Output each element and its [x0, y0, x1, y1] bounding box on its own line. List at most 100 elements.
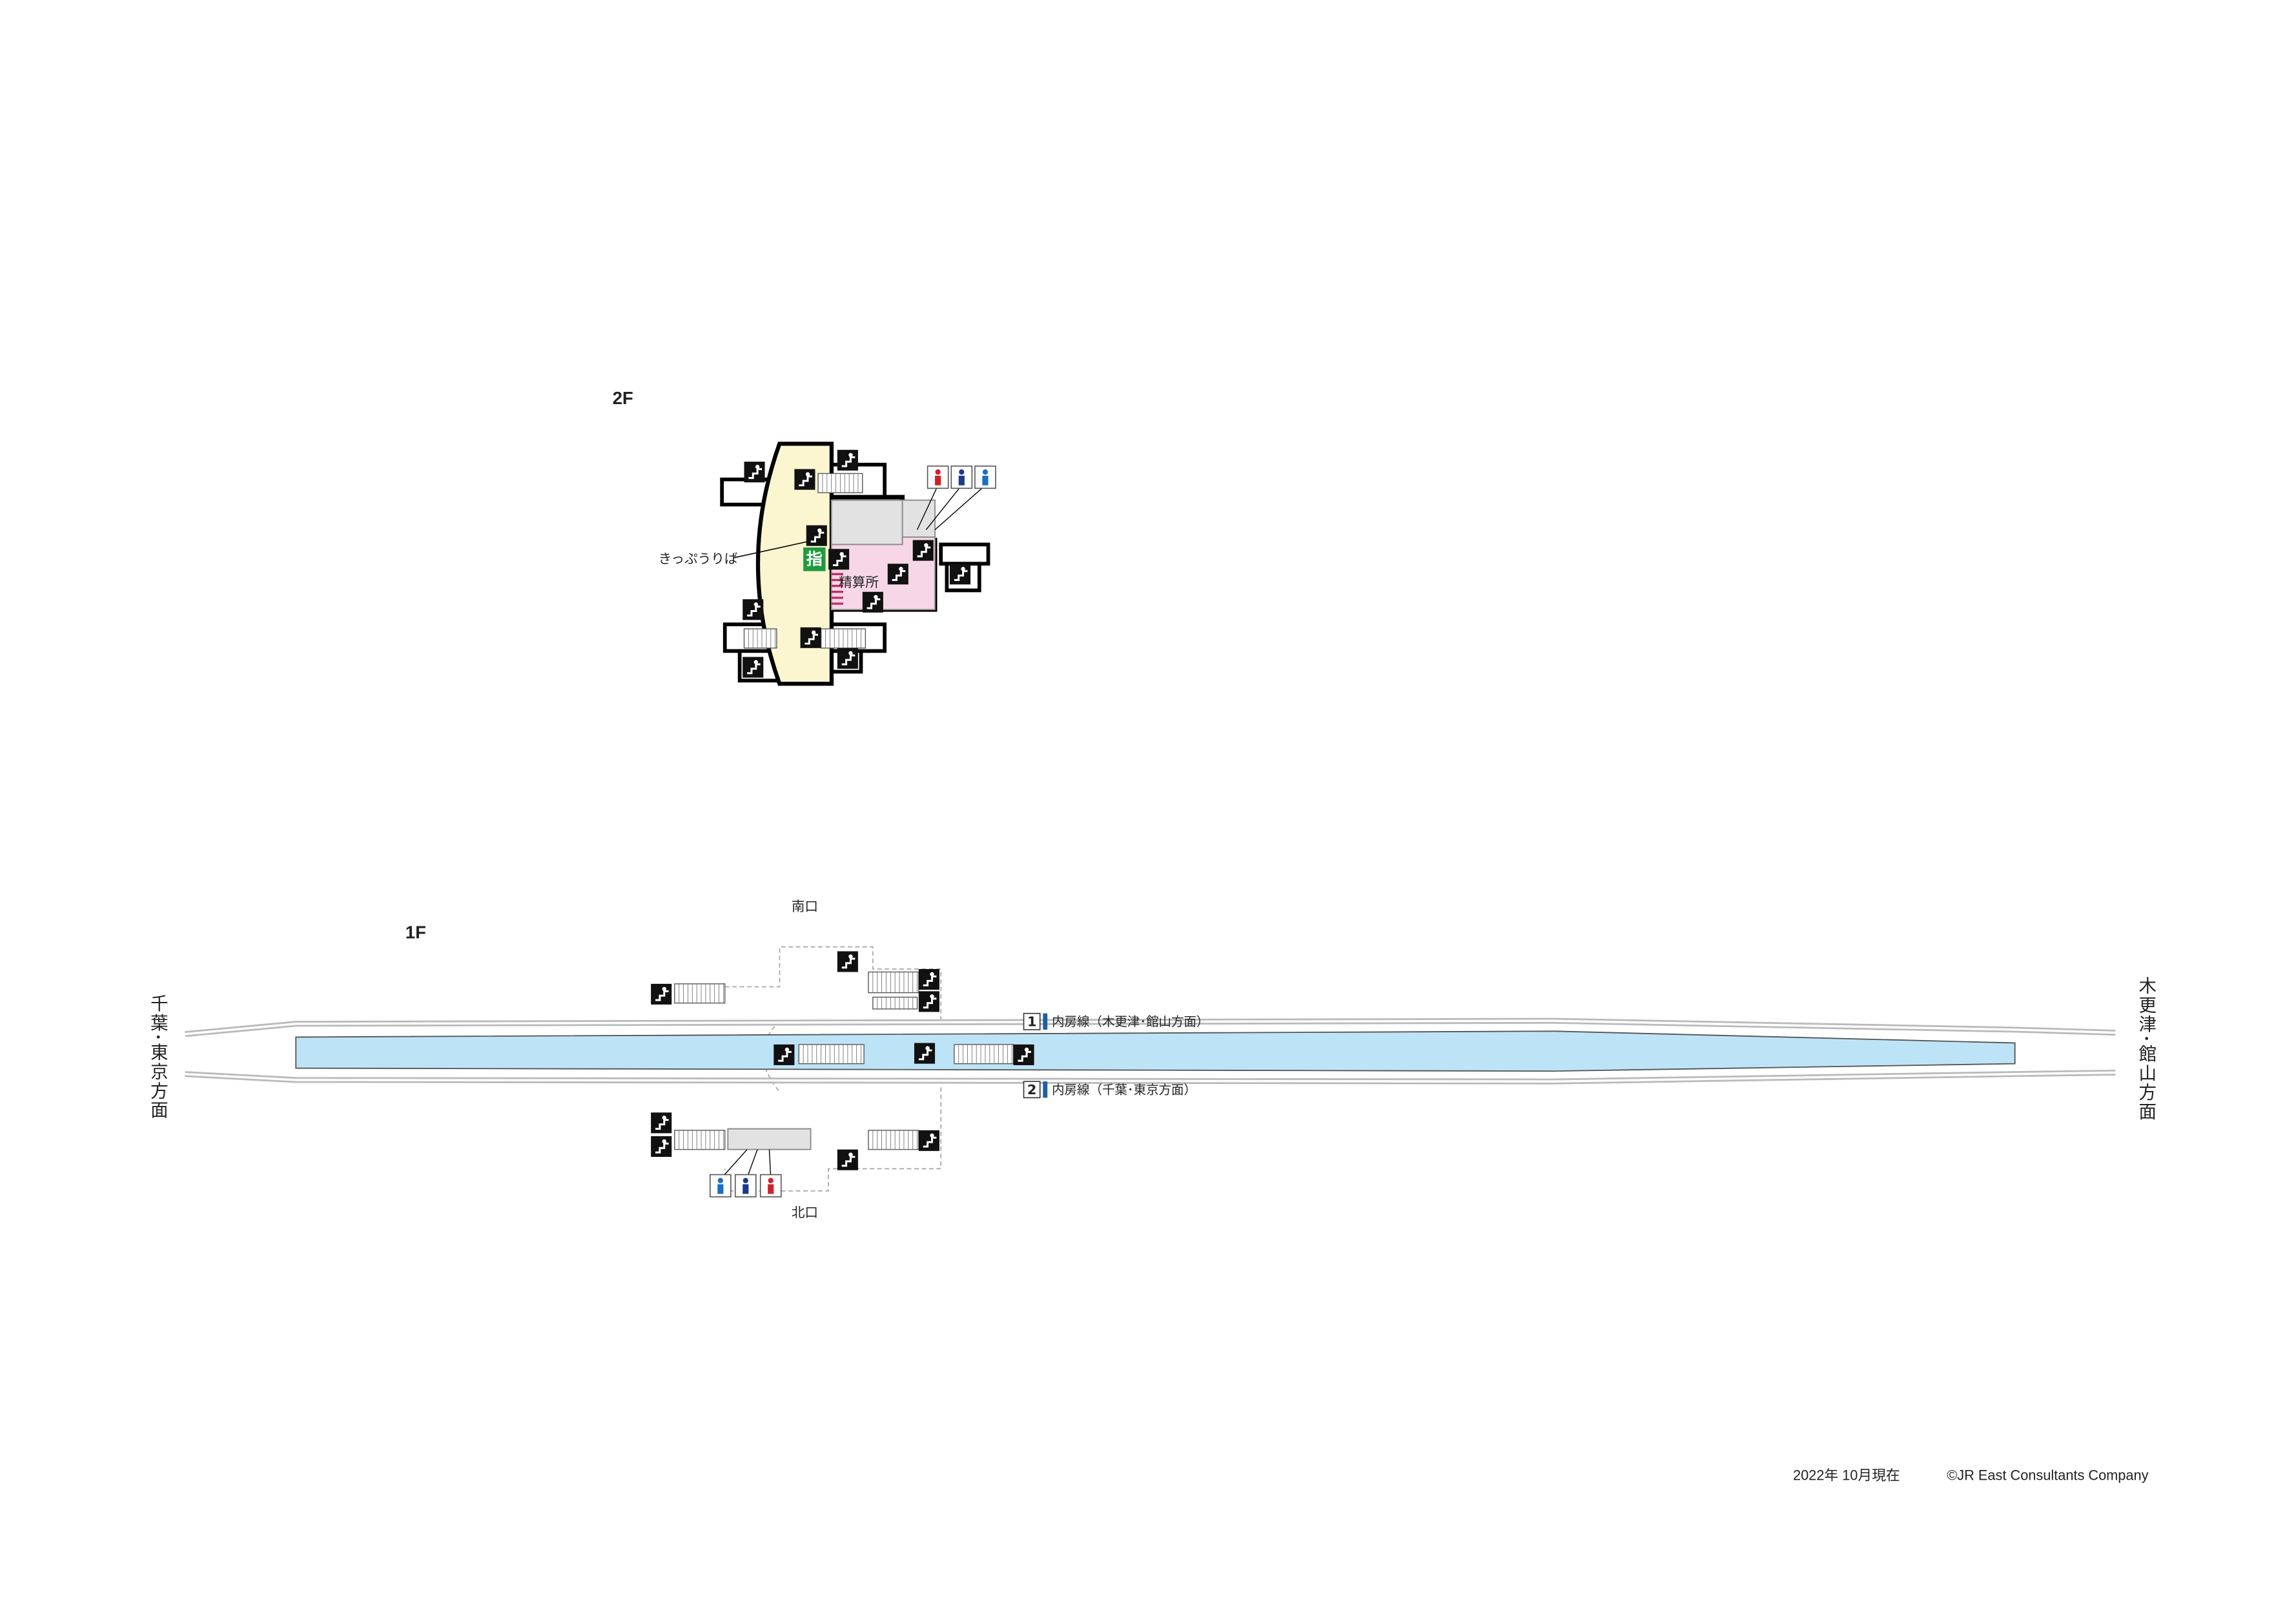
paid-area [830, 536, 936, 611]
icon-glyph [755, 464, 760, 469]
facility-icon [918, 969, 939, 990]
icon-bg [744, 462, 765, 483]
ticket-gates [831, 573, 844, 605]
stair-arm [939, 542, 990, 566]
track-number: 1 [1027, 1014, 1036, 1030]
icon-glyph [662, 1116, 666, 1120]
icon-glyph [655, 1142, 669, 1154]
icon-glyph [805, 633, 819, 645]
facility-icon [949, 564, 971, 585]
stair-box [674, 1130, 726, 1150]
icon-glyph [841, 456, 856, 467]
facility-icon [800, 627, 821, 648]
reserved-seat-office [803, 547, 826, 571]
icon-glyph [1024, 1047, 1029, 1052]
facility-icon [743, 657, 764, 678]
icon-glyph [832, 555, 846, 566]
icon-glyph [874, 595, 878, 599]
icon-glyph [924, 543, 928, 547]
facility-icon [1013, 1044, 1034, 1065]
line-color [1043, 1081, 1048, 1098]
icon-body [768, 1184, 774, 1194]
icon-glyph [753, 660, 759, 664]
stairs [868, 1130, 919, 1150]
icon-glyph [925, 1046, 930, 1050]
restroom-leaders [721, 1149, 772, 1178]
stairs [817, 473, 863, 493]
icon-glyph [866, 598, 881, 609]
icon-bg [862, 591, 883, 613]
track-line: 内房線（千葉･東京方面） [1052, 1082, 1196, 1097]
icon-bg [828, 549, 850, 570]
line-color [1043, 1013, 1048, 1030]
icon-glyph [848, 651, 853, 656]
icon-glyph [848, 1152, 853, 1157]
direction-left: 千葉･東京方面 [147, 994, 169, 1120]
stairs [674, 1130, 726, 1150]
restroom-block [727, 1128, 812, 1150]
icon-glyph [841, 1156, 856, 1167]
icon-glyph [930, 994, 934, 999]
icon-bg [774, 1044, 795, 1065]
icon-glyph [892, 570, 906, 581]
facility-icon [918, 991, 939, 1012]
icon-head [743, 1178, 748, 1183]
icon-bg [743, 599, 764, 620]
icon-bg [1013, 1044, 1034, 1065]
icon-head [935, 469, 941, 475]
facility-icon [912, 540, 934, 561]
facility-icon [651, 983, 672, 1005]
leader-line [733, 541, 808, 558]
stair-box [954, 1044, 1014, 1065]
restroom-icon [974, 465, 996, 489]
copyright: ©JR East Consultants Company [1947, 1467, 2148, 1484]
direction-right: 木更津･館山方面 [2135, 976, 2157, 1121]
stairs [954, 1044, 1014, 1065]
restroom-icon [927, 465, 949, 489]
icon-glyph [923, 1136, 937, 1148]
stairs [868, 971, 919, 994]
icon-bg [651, 983, 672, 1005]
icon-glyph [899, 567, 903, 571]
south-exit-label: 南口 [792, 899, 818, 914]
icon-bg [837, 449, 858, 471]
icon-body [958, 475, 965, 485]
icon-bg [651, 1136, 672, 1158]
stairs [798, 1044, 865, 1065]
icon-glyph [817, 528, 822, 533]
icon-body [717, 1184, 724, 1194]
icon-glyph [923, 997, 937, 1009]
facility-icon [651, 1112, 672, 1134]
facility-icon [837, 449, 858, 471]
icon-bg [743, 657, 764, 678]
icon-body [982, 475, 989, 485]
restroom-leaders [916, 485, 986, 531]
icon-glyph [810, 531, 825, 543]
icon-bg [912, 540, 934, 561]
facility-icon [914, 1043, 936, 1064]
icon-bg [918, 969, 939, 990]
icon-glyph [848, 954, 853, 959]
facility-icon [651, 1136, 672, 1158]
facility-icon [794, 469, 815, 490]
platform [295, 1030, 2016, 1072]
icon-bg [918, 1130, 939, 1151]
icon-bg [800, 627, 821, 648]
icon-bg [949, 564, 971, 585]
icon-glyph [784, 1047, 790, 1052]
icon-glyph [930, 972, 934, 977]
icon-glyph [954, 570, 968, 581]
date-note: 2022年 10月現在 [1793, 1467, 1900, 1484]
icon-glyph [655, 990, 669, 1001]
north-exit-label: 北口 [792, 1205, 818, 1220]
facility-icon [744, 462, 765, 483]
floor-1f: 1F 南口 北口 1 内房線（木更津･館山方面） 2 内房線（千葉･東京方面） … [147, 899, 2157, 1220]
icon-glyph [917, 546, 931, 558]
facility-icon [918, 1130, 939, 1151]
icon-glyph [662, 1139, 666, 1144]
icon-glyph [918, 1049, 932, 1061]
icon-bg [651, 1112, 672, 1134]
stair-box [798, 1044, 865, 1065]
